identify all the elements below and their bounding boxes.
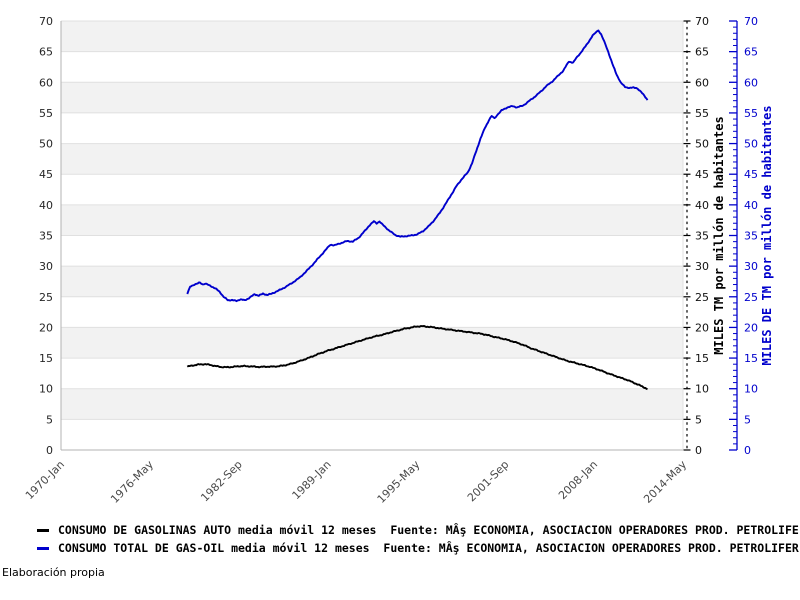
svg-text:10: 10: [695, 383, 709, 396]
series-line-gasoil: [186, 29, 649, 303]
svg-text:55: 55: [39, 107, 53, 120]
svg-text:25: 25: [39, 291, 53, 304]
svg-text:0: 0: [46, 444, 53, 457]
svg-text:40: 40: [39, 199, 53, 212]
svg-text:50: 50: [744, 138, 758, 151]
svg-text:1989-Jan: 1989-Jan: [289, 458, 333, 502]
svg-text:1970-Jan: 1970-Jan: [23, 458, 67, 502]
y-axis-right-blue: 0 5 10 15 20 25 30 35 40 45 50 55 60 65 70 MILES DE TM …: [729, 15, 774, 457]
svg-text:0: 0: [744, 444, 751, 457]
svg-text:5: 5: [744, 413, 751, 426]
svg-text:1982-Sep: 1982-Sep: [198, 458, 244, 504]
svg-text:2001-Sep: 2001-Sep: [465, 458, 511, 504]
legend-item-gasoil: CONSUMO TOTAL DE GAS-OIL media móvil 12 …: [37, 539, 800, 557]
svg-text:35: 35: [744, 230, 758, 243]
y-axis-right-blue-title: MILES DE TM por millón de habitantes: [760, 105, 774, 365]
svg-text:50: 50: [695, 138, 709, 151]
svg-text:70: 70: [39, 15, 53, 28]
gasolinas-line-swatch-icon: [37, 528, 49, 532]
svg-text:40: 40: [744, 199, 758, 212]
svg-text:50: 50: [39, 138, 53, 151]
svg-text:65: 65: [39, 46, 53, 59]
svg-text:40: 40: [695, 199, 709, 212]
svg-text:30: 30: [39, 260, 53, 273]
svg-text:45: 45: [39, 168, 53, 181]
svg-text:15: 15: [744, 352, 758, 365]
legend-label-gasolinas: CONSUMO DE GASOLINAS AUTO media móvil 12…: [58, 523, 799, 537]
svg-text:70: 70: [695, 15, 709, 28]
plot-border: [60, 21, 684, 451]
plot-bands: [61, 21, 683, 420]
svg-text:35: 35: [695, 230, 709, 243]
footnote: Elaboración propia: [2, 566, 105, 579]
svg-text:30: 30: [744, 260, 758, 273]
svg-text:30: 30: [695, 260, 709, 273]
svg-text:15: 15: [695, 352, 709, 365]
svg-text:15: 15: [39, 352, 53, 365]
legend-item-gasolinas: CONSUMO DE GASOLINAS AUTO media móvil 12…: [37, 521, 800, 539]
svg-text:1995-May: 1995-May: [375, 458, 423, 506]
y-axis-right-black: 0 5 10 15 20 25 30 35 40 45 50 55 60 65 70 MILES TM por…: [683, 15, 726, 457]
svg-text:10: 10: [744, 383, 758, 396]
svg-text:25: 25: [695, 291, 709, 304]
svg-text:60: 60: [695, 76, 709, 89]
y-axis-right-black-title: MILES TM por millón de habitantes: [712, 116, 726, 354]
svg-text:60: 60: [744, 76, 758, 89]
svg-text:65: 65: [695, 46, 709, 59]
svg-text:25: 25: [744, 291, 758, 304]
svg-text:10: 10: [39, 383, 53, 396]
x-axis-labels: 1970-Jan 1976-May 1982-Sep 1989-Jan 1995-May…: [23, 458, 690, 506]
svg-text:45: 45: [695, 168, 709, 181]
svg-text:5: 5: [695, 413, 702, 426]
svg-text:70: 70: [744, 15, 758, 28]
svg-text:0: 0: [695, 444, 702, 457]
svg-text:5: 5: [46, 413, 53, 426]
gridlines: [61, 20, 683, 451]
legend-label-gasoil: CONSUMO TOTAL DE GAS-OIL media móvil 12 …: [58, 541, 799, 555]
svg-text:55: 55: [695, 107, 709, 120]
svg-text:45: 45: [744, 168, 758, 181]
svg-text:55: 55: [744, 107, 758, 120]
svg-text:1976-May: 1976-May: [108, 458, 156, 506]
series-line-gasolinas: [186, 324, 648, 391]
y-axis-left-labels: 0 5 10 15 20 25 30 35 40 45 50 55 60 65 70: [39, 15, 53, 457]
chart-legend: CONSUMO DE GASOLINAS AUTO media móvil 12…: [37, 521, 800, 557]
svg-text:35: 35: [39, 230, 53, 243]
svg-text:20: 20: [39, 321, 53, 334]
svg-text:20: 20: [744, 321, 758, 334]
svg-text:20: 20: [695, 321, 709, 334]
svg-text:65: 65: [744, 46, 758, 59]
svg-text:60: 60: [39, 76, 53, 89]
gasoil-line-swatch-icon: [37, 546, 49, 550]
svg-text:2008-Jan: 2008-Jan: [556, 458, 600, 502]
svg-text:2014-May: 2014-May: [641, 458, 689, 506]
